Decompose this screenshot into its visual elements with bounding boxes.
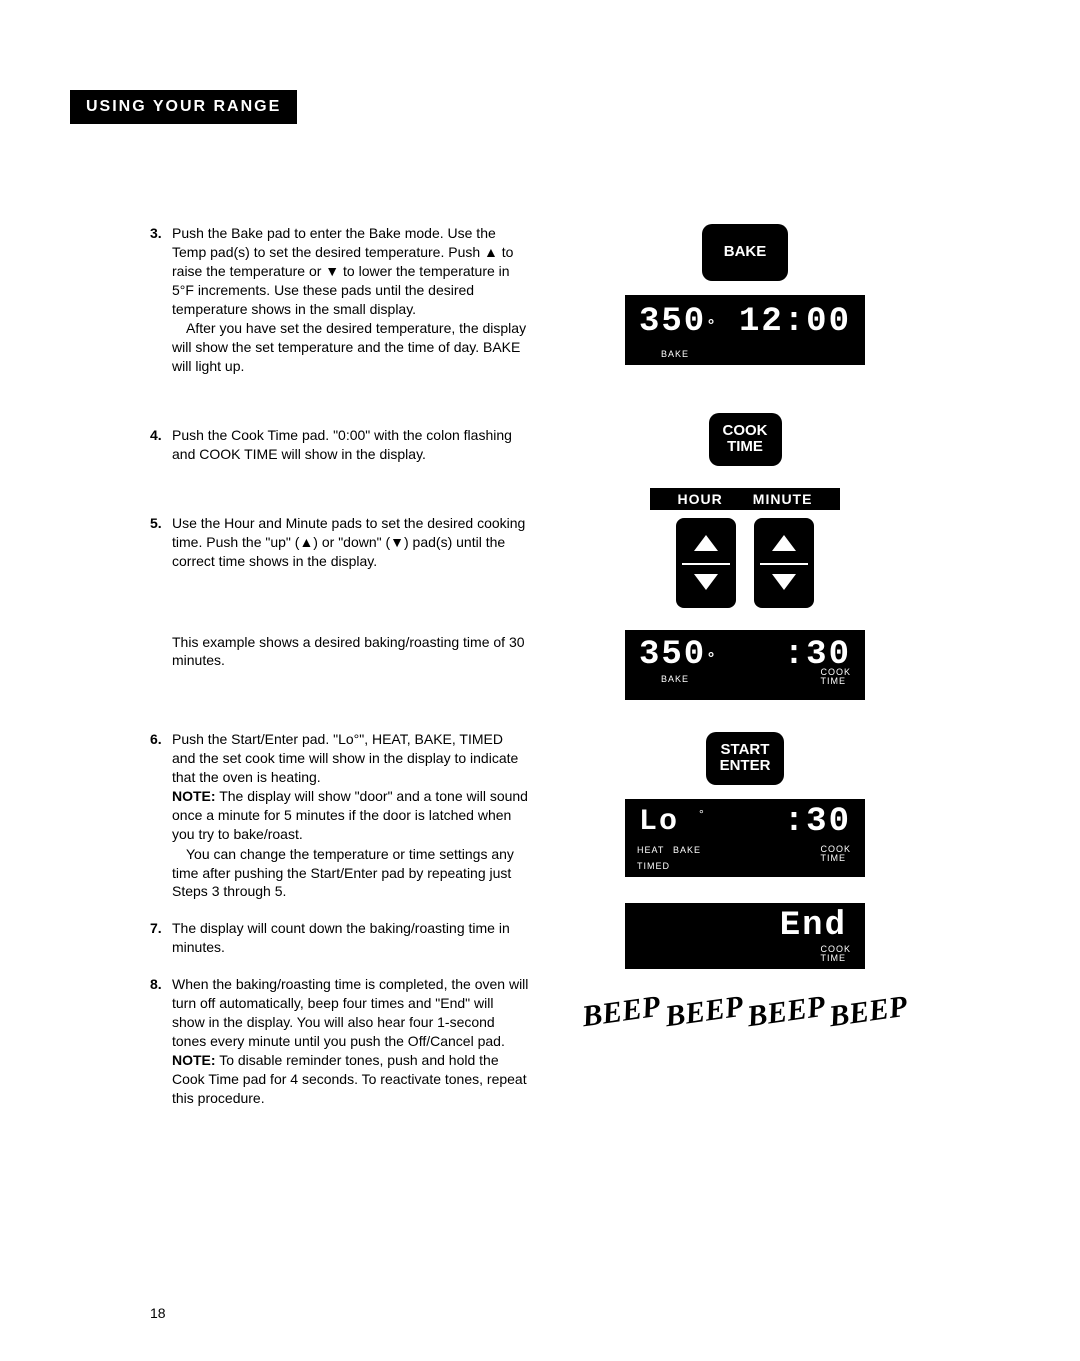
bake-indicator: BAKE: [661, 674, 689, 684]
cook-time-line1: COOK: [723, 422, 768, 439]
display-clock: 12:00: [739, 303, 851, 341]
down-arrow-icon: [772, 574, 796, 590]
step-main-text: Push the Start/Enter pad. "Lo°", HEAT, B…: [172, 731, 518, 785]
step-main-text: When the baking/roasting time is complet…: [172, 976, 528, 1049]
content-area: 3. Push the Bake pad to enter the Bake m…: [70, 224, 1010, 1125]
step-8: 8. When the baking/roasting time is comp…: [150, 975, 530, 1107]
heat-indicator: HEAT: [637, 845, 664, 855]
display-temp-time: 350° 12:00 BAKE: [625, 295, 865, 365]
step-text: Push the Start/Enter pad. "Lo°", HEAT, B…: [172, 730, 530, 901]
bake-indicator: BAKE: [661, 349, 689, 359]
step-text: Push the Bake pad to enter the Bake mode…: [172, 224, 530, 376]
minute-pad: [754, 518, 814, 608]
minute-label: MINUTE: [753, 491, 813, 507]
cook-time-line2: TIME: [727, 438, 763, 455]
start-line1: START: [721, 741, 770, 758]
step-6: 6. Push the Start/Enter pad. "Lo°", HEAT…: [150, 730, 530, 901]
step-number: 4.: [150, 426, 172, 464]
bake-indicator: BAKE: [673, 845, 701, 855]
note-text: The display will show "door" and a tone …: [172, 788, 528, 842]
page-number: 18: [150, 1305, 166, 1321]
step-5-example: This example shows a desired baking/roas…: [172, 633, 530, 671]
start-line2: ENTER: [720, 757, 771, 774]
hour-minute-header: HOUR MINUTE: [650, 488, 840, 510]
step-number: 8.: [150, 975, 172, 1107]
step-text: Push the Cook Time pad. "0:00" with the …: [172, 426, 530, 464]
step-7: 7. The display will count down the bakin…: [150, 919, 530, 957]
cook-time-button: COOK TIME: [709, 413, 782, 466]
step-indent-text: After you have set the desired temperatu…: [172, 319, 530, 376]
step-5: 5. Use the Hour and Minute pads to set t…: [150, 514, 530, 571]
up-arrow-icon: [694, 535, 718, 551]
display-cook-time-set: 350° :30 BAKE COOK TIME: [625, 630, 865, 700]
display-lo: Lo: [639, 805, 679, 839]
step-4: 4. Push the Cook Time pad. "0:00" with t…: [150, 426, 530, 464]
note-label: NOTE:: [172, 788, 216, 804]
arrow-pads: [676, 518, 814, 608]
down-arrow-icon: [694, 574, 718, 590]
note-label: NOTE:: [172, 1052, 216, 1068]
step-number: 7.: [150, 919, 172, 957]
display-end-text: End: [780, 907, 847, 945]
beep-4: BEEP: [827, 989, 909, 1034]
step-text: Use the Hour and Minute pads to set the …: [172, 514, 530, 571]
display-end: End COOK TIME: [625, 903, 865, 969]
step-text: The display will count down the baking/r…: [172, 919, 530, 957]
up-arrow-icon: [772, 535, 796, 551]
step-text: When the baking/roasting time is complet…: [172, 975, 530, 1107]
hour-pad: [676, 518, 736, 608]
step-number: 3.: [150, 224, 172, 376]
beep-sounds: BEEP BEEP BEEP BEEP: [582, 995, 907, 1029]
time-indicator: TIME: [820, 853, 846, 863]
step-indent-text: You can change the temperature or time s…: [172, 845, 530, 902]
section-header: USING YOUR RANGE: [70, 90, 297, 124]
hour-label: HOUR: [678, 491, 723, 507]
display-heating: Lo ° :30 HEAT BAKE TIMED COOK TIME: [625, 799, 865, 877]
bake-button: BAKE: [702, 224, 789, 281]
beep-1: BEEP: [580, 989, 662, 1034]
timed-indicator: TIMED: [637, 861, 670, 871]
beep-2: BEEP: [663, 989, 745, 1034]
beep-3: BEEP: [745, 989, 827, 1034]
display-temp: 350: [639, 636, 706, 674]
step-number: 5.: [150, 514, 172, 571]
step-3: 3. Push the Bake pad to enter the Bake m…: [150, 224, 530, 376]
display-cooktime: :30: [784, 803, 851, 841]
time-indicator: TIME: [820, 676, 846, 686]
instruction-column: 3. Push the Bake pad to enter the Bake m…: [150, 224, 530, 1125]
graphic-column: BAKE 350° 12:00 BAKE COOK TIME HOUR MINU…: [570, 224, 920, 1125]
step-main-text: Push the Bake pad to enter the Bake mode…: [172, 225, 513, 317]
display-temp: 350: [639, 303, 706, 341]
start-enter-button: START ENTER: [706, 732, 785, 785]
note-text: To disable reminder tones, push and hold…: [172, 1052, 527, 1106]
step-number: 6.: [150, 730, 172, 901]
time-indicator: TIME: [820, 953, 846, 963]
